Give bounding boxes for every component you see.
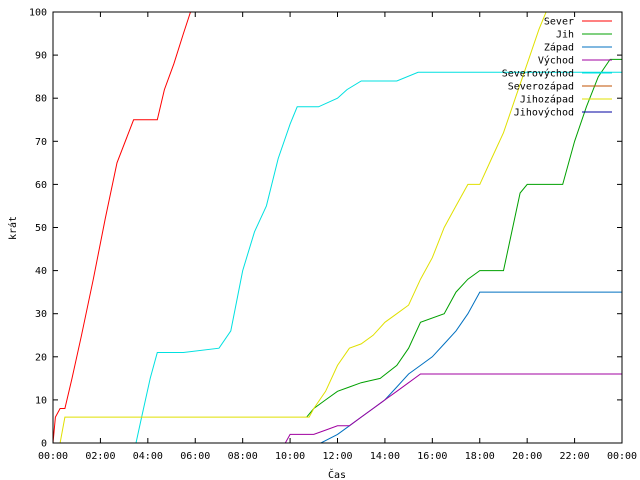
legend: Sever JihZápadVýchodSeverovýchodSeverozáp… <box>502 17 612 119</box>
legend-label: Sever <box>544 17 574 28</box>
x-tick-label: 20:00 <box>512 451 542 462</box>
y-tick-label: 60 <box>35 180 47 191</box>
x-tick-label: 14:00 <box>370 451 400 462</box>
y-tick-label: 70 <box>35 137 47 148</box>
x-tick-label: 16:00 <box>417 451 447 462</box>
series-line-0 <box>53 12 191 443</box>
x-tick-label: 06:00 <box>180 451 210 462</box>
x-tick-label: 08:00 <box>228 451 258 462</box>
x-tick-label: 02:00 <box>85 451 115 462</box>
x-tick-label: 12:00 <box>322 451 352 462</box>
x-axis-label: Čas <box>328 468 346 480</box>
legend-label: Jih <box>556 30 574 41</box>
series-line-4 <box>135 71 622 443</box>
legend-label: Jihozápad <box>520 94 574 106</box>
y-tick-label: 40 <box>35 266 47 277</box>
y-tick-label: 80 <box>35 94 47 105</box>
x-tick-label: 10:00 <box>275 451 305 462</box>
x-tick-label: 22:00 <box>560 451 590 462</box>
axes: 0 10 20 30 40 50 60 70 80 90 100 00:00 02:00 04:00 06:… <box>29 8 637 463</box>
x-tick-label: 04:00 <box>133 451 163 462</box>
plot-area <box>53 12 622 443</box>
series-line-1 <box>306 58 622 418</box>
y-tick-label: 50 <box>35 223 47 234</box>
series-line-3 <box>284 373 622 443</box>
y-tick-label: 100 <box>29 8 47 19</box>
legend-label: Jihovýchod <box>514 107 574 119</box>
x-tick-label: 00:00 <box>607 451 637 462</box>
y-tick-label: 90 <box>35 51 47 62</box>
series-line-6 <box>59 12 547 443</box>
legend-label: Východ <box>538 55 574 67</box>
legend-label: Západ <box>544 42 574 54</box>
y-tick-label: 10 <box>35 395 47 406</box>
y-tick-label: 0 <box>41 439 47 450</box>
x-tick-label: 00:00 <box>38 451 68 462</box>
y-tick-label: 20 <box>35 352 47 363</box>
x-tick-label: 18:00 <box>465 451 495 462</box>
legend-label: Severovýchod <box>502 68 574 80</box>
legend-label: Severozápad <box>508 81 574 93</box>
y-axis-label: krát <box>7 216 19 240</box>
y-tick-label: 30 <box>35 309 47 320</box>
